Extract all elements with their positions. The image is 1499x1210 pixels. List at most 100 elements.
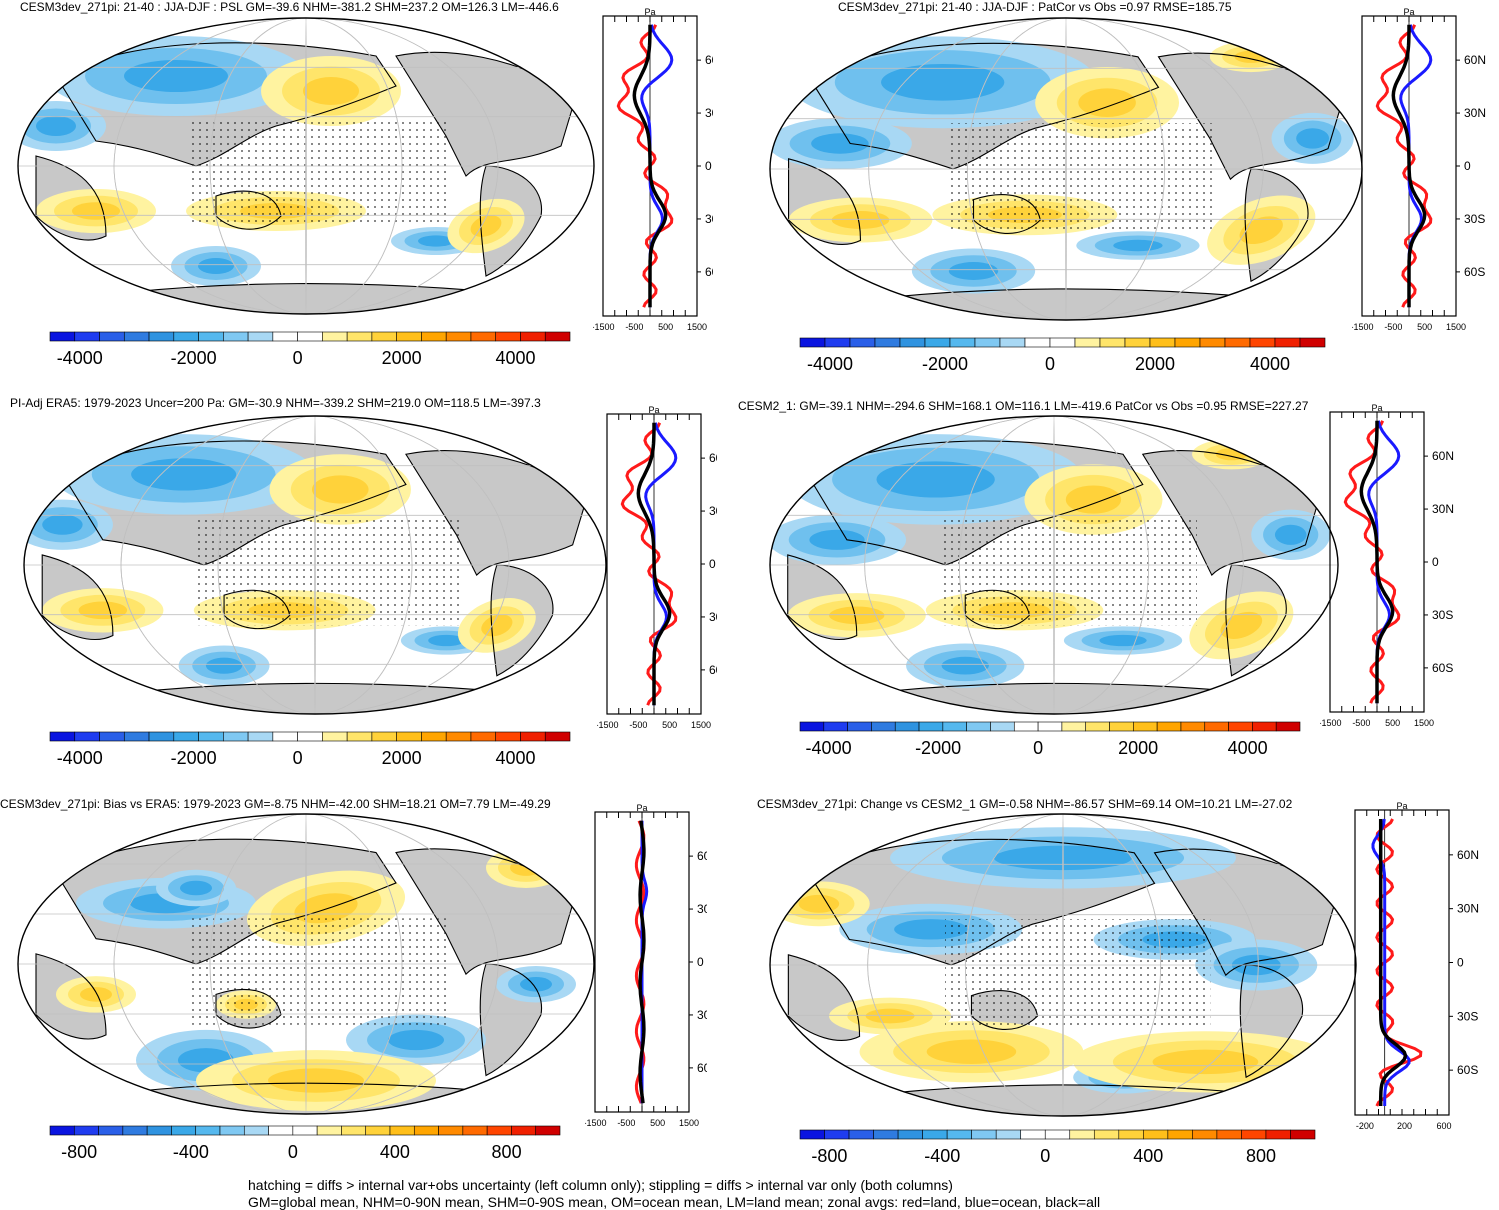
colorbar-swatch <box>799 1129 825 1140</box>
colorbar-tick-label: -400 <box>924 1146 960 1166</box>
map-panel-3 <box>23 415 607 715</box>
colorbar-tick-label: -2000 <box>171 748 217 768</box>
colorbar-swatch <box>396 331 422 342</box>
colorbar-swatch <box>346 331 373 342</box>
colorbar-tick-label: -2000 <box>915 738 961 758</box>
panel-title: CESM3dev_271pi: Bias vs ERA5: 1979-2023 … <box>0 797 551 811</box>
colorbar-panel-6: -800 -400 0 400 800 <box>799 1129 1316 1166</box>
zonal-profile-panel-2: Pa 60N 30N 0 30S 60S -1500 -500 500 1500 <box>1352 7 1486 332</box>
colorbar-tick-label: 4000 <box>1250 354 1290 374</box>
profile-x-tick-label: 500 <box>650 1118 665 1128</box>
colorbar-swatch <box>1074 337 1101 348</box>
zonal-profile-panel-4: Pa 60N 30N 0 30S 60S -1500 -500 500 1500 <box>1320 403 1454 728</box>
colorbar-swatch <box>268 1125 294 1136</box>
profile-lat-label: 30N <box>697 902 707 916</box>
colorbar-swatch <box>1199 337 1226 348</box>
profile-lat-label: 0 <box>709 557 716 571</box>
colorbar-swatch <box>219 1125 245 1136</box>
colorbar-swatch <box>1299 337 1326 348</box>
colorbar-swatch <box>470 331 497 342</box>
colorbar-tick-label: -2000 <box>922 354 968 374</box>
colorbar-tick-label: -4000 <box>806 738 852 758</box>
colorbar-tick-label: 4000 <box>496 748 536 768</box>
zonal-profile-panel-1: Pa 60N 30N 0 30S 60S -1500 -500 500 1500 <box>593 7 713 332</box>
colorbar-swatch <box>173 731 199 742</box>
colorbar-swatch <box>365 1125 391 1136</box>
colorbar-swatch <box>146 1125 172 1136</box>
colorbar-swatch <box>198 331 224 342</box>
colorbar-swatch <box>1118 1129 1144 1140</box>
profile-x-tick-label: -1500 <box>597 720 619 730</box>
profile-lat-label: 30S <box>709 610 717 624</box>
colorbar-swatch <box>396 731 422 742</box>
colorbar-tick-label: 4000 <box>496 348 536 368</box>
colorbar-swatch <box>1174 337 1201 348</box>
colorbar-swatch <box>74 731 100 742</box>
profile-lat-label: 30S <box>1464 212 1485 226</box>
colorbar-swatch <box>874 337 901 348</box>
colorbar-swatch <box>123 731 150 742</box>
panel-title: CESM2_1: GM=-39.1 NHM=-294.6 SHM=168.1 O… <box>738 399 1309 413</box>
colorbar-swatch <box>1061 721 1087 732</box>
profile-x-tick-label: 1500 <box>679 1118 699 1128</box>
colorbar-tick-label: -800 <box>811 1146 847 1166</box>
colorbar-swatch <box>824 337 851 348</box>
profile-lat-label: 30N <box>1432 502 1454 516</box>
colorbar-swatch <box>322 731 348 742</box>
footer-hatching-note: hatching = diffs > internal var+obs unce… <box>248 1177 953 1193</box>
profile-x-tick-label: -200 <box>1356 1121 1374 1131</box>
colorbar-swatch <box>74 331 100 342</box>
profile-x-tick-label: 500 <box>1385 718 1400 728</box>
colorbar-panel-2: -4000 -2000 0 2000 4000 <box>799 337 1326 374</box>
colorbar-panel-4: -4000 -2000 0 2000 4000 <box>799 721 1301 758</box>
colorbar-tick-label: 0 <box>1033 738 1043 758</box>
profile-lat-label: 30N <box>1464 106 1486 120</box>
colorbar-tick-label: 0 <box>1040 1146 1050 1166</box>
colorbar-swatch <box>1049 337 1076 348</box>
colorbar-swatch <box>999 337 1026 348</box>
colorbar-swatch <box>272 331 298 342</box>
colorbar-swatch <box>462 1125 488 1136</box>
zonal-profile-panel-5: Pa 60N 30N 0 30S 60S -1500 -500 500 1500 <box>585 803 707 1128</box>
profile-line-ocean <box>1371 818 1411 1106</box>
colorbar-swatch <box>995 1129 1022 1140</box>
profile-unit: Pa <box>1403 7 1414 17</box>
colorbar-swatch <box>966 721 991 732</box>
colorbar-tick-label: 0 <box>1045 354 1055 374</box>
colorbar-swatch <box>1099 337 1126 348</box>
profile-line-all <box>632 24 668 308</box>
colorbar-swatch <box>123 331 150 342</box>
profile-x-tick-label: -1500 <box>1320 718 1342 728</box>
colorbar-swatch <box>346 731 373 742</box>
colorbar-swatch <box>198 731 224 742</box>
globe-outline <box>17 17 595 315</box>
profile-lat-label: 60S <box>1457 1063 1478 1077</box>
zonal-profile-panel-3: Pa 60N 30N 0 30S 60S -1500 -500 500 1500 <box>597 405 717 730</box>
colorbar-swatch <box>1241 1129 1267 1140</box>
colorbar-swatch <box>486 1125 512 1136</box>
profile-x-tick-label: -1500 <box>593 322 615 332</box>
colorbar-swatch <box>1109 721 1134 732</box>
map-panel-5 <box>17 813 595 1115</box>
colorbar-swatch <box>73 1125 99 1136</box>
profile-lat-label: 60N <box>1457 848 1479 862</box>
colorbar-swatch <box>1290 1129 1316 1140</box>
colorbar-swatch <box>924 337 951 348</box>
colorbar-swatch <box>49 1125 75 1136</box>
profile-x-tick-label: 500 <box>658 322 673 332</box>
colorbar-tick-label: -2000 <box>171 348 217 368</box>
colorbar-swatch <box>421 731 447 742</box>
profile-lat-label: 30N <box>705 106 713 120</box>
colorbar-swatch <box>974 337 1001 348</box>
colorbar-tick-label: 2000 <box>1118 738 1158 758</box>
colorbar-swatch <box>847 721 872 732</box>
colorbar-tick-label: 2000 <box>1135 354 1175 374</box>
colorbar-panel-5: -800 -400 0 400 800 <box>49 1125 561 1162</box>
colorbar-swatch <box>122 1125 148 1136</box>
map-panel-2 <box>769 17 1363 321</box>
colorbar-swatch <box>1180 721 1206 732</box>
colorbar-swatch <box>799 337 826 348</box>
colorbar-swatch <box>292 1125 318 1136</box>
colorbar-swatch <box>148 731 175 742</box>
profile-x-tick-label: 1500 <box>687 322 707 332</box>
